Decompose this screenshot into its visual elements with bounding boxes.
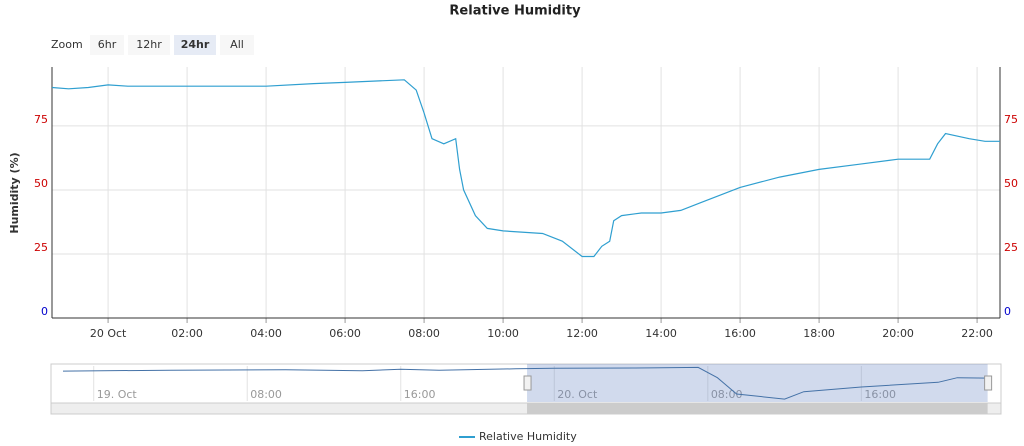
- scrollbar-thumb[interactable]: [527, 403, 988, 414]
- zoom-button[interactable]: [128, 35, 170, 55]
- zoom-button-label[interactable]: All: [230, 38, 244, 51]
- x-tick-label: 06:00: [329, 327, 361, 340]
- y2-tick-label: 25: [1004, 241, 1018, 254]
- navigator-tick-label: 19. Oct: [97, 388, 138, 401]
- y-tick-label: 0: [41, 305, 48, 318]
- navigator-tick-label: 20. Oct: [557, 388, 598, 401]
- y-tick-label: 50: [34, 177, 48, 190]
- zoom-button[interactable]: [220, 35, 254, 55]
- navigator-handle[interactable]: [523, 375, 532, 391]
- x-tick-label: 12:00: [566, 327, 598, 340]
- x-tick-label: 16:00: [724, 327, 756, 340]
- x-tick-label: 04:00: [250, 327, 282, 340]
- navigator-tick-label: 08:00: [250, 388, 282, 401]
- x-tick-label: 20 Oct: [90, 327, 127, 340]
- navigator-tick-label: 16:00: [404, 388, 436, 401]
- x-tick-label: 08:00: [408, 327, 440, 340]
- y2-tick-label: 75: [1004, 113, 1018, 126]
- x-tick-label: 10:00: [487, 327, 519, 340]
- data-line: [51, 79, 1000, 258]
- navigator-handle[interactable]: [984, 375, 993, 391]
- zoom-button-label[interactable]: 12hr: [136, 38, 162, 51]
- x-tick-label: 22:00: [961, 327, 993, 340]
- navigator-line: [62, 366, 989, 400]
- x-tick-label: 20:00: [882, 327, 914, 340]
- legend-label[interactable]: Relative Humidity: [479, 430, 577, 443]
- zoom-button[interactable]: [174, 35, 216, 55]
- y-tick-label: 75: [34, 113, 48, 126]
- zoom-button[interactable]: [90, 35, 124, 55]
- y2-tick-label: 0: [1004, 305, 1011, 318]
- x-tick-label: 14:00: [645, 327, 677, 340]
- navigator-tick-label: 16:00: [864, 388, 896, 401]
- y-tick-label: 25: [34, 241, 48, 254]
- chart-title: Relative Humidity: [449, 4, 581, 19]
- y-axis-label: Humidity (%): [8, 152, 21, 233]
- zoom-label: Zoom: [51, 38, 83, 51]
- x-tick-label: 02:00: [171, 327, 203, 340]
- scrollbar[interactable]: [50, 402, 1002, 415]
- y2-tick-label: 50: [1004, 177, 1018, 190]
- navigator-tick-label: 08:00: [711, 388, 743, 401]
- navigator-selection[interactable]: [527, 364, 988, 402]
- zoom-button-label[interactable]: 6hr: [98, 38, 117, 51]
- x-tick-label: 18:00: [803, 327, 835, 340]
- zoom-button-label[interactable]: 24hr: [181, 38, 210, 51]
